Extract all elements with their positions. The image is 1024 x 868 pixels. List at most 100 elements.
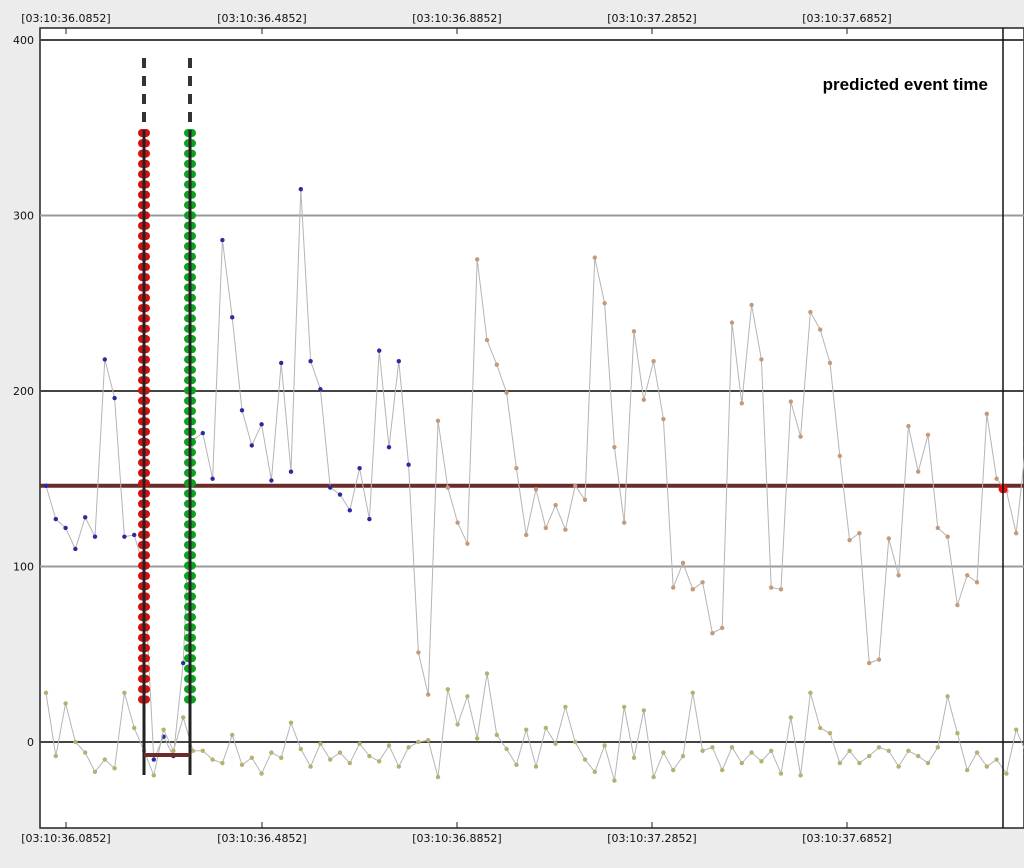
data-point [240,408,244,412]
data-point [779,771,783,775]
data-point [220,238,224,242]
x-tick-label-bottom: [03:10:37.2852] [607,832,696,845]
data-point [103,757,107,761]
data-point [250,756,254,760]
data-point [524,533,528,537]
data-point [387,445,391,449]
data-point [759,357,763,361]
data-point [534,764,538,768]
data-point [681,754,685,758]
data-point [700,580,704,584]
data-point [230,733,234,737]
data-point [201,431,205,435]
data-point [847,749,851,753]
data-point [642,708,646,712]
data-point [602,743,606,747]
data-point [867,754,871,758]
data-point [691,587,695,591]
data-point [44,484,48,488]
data-point [955,603,959,607]
data-point [651,775,655,779]
data-point [583,498,587,502]
data-point [112,766,116,770]
data-point [769,749,773,753]
data-point [563,705,567,709]
data-point [710,631,714,635]
data-point [994,757,998,761]
data-point [887,749,891,753]
data-point [749,303,753,307]
data-point [240,763,244,767]
data-point [181,715,185,719]
data-point [436,419,440,423]
data-point [622,705,626,709]
data-point [730,745,734,749]
data-point [152,757,156,761]
data-point [563,527,567,531]
data-point [808,691,812,695]
data-point [779,587,783,591]
data-point [475,736,479,740]
data-point [975,580,979,584]
data-point [220,761,224,765]
data-point [544,726,548,730]
data-point [426,692,430,696]
data-point [73,547,77,551]
data-point [436,775,440,779]
data-point [367,754,371,758]
x-tick-label-bottom: [03:10:36.4852] [217,832,306,845]
data-point [514,763,518,767]
data-point [994,477,998,481]
data-point [661,750,665,754]
data-point [798,773,802,777]
data-point [720,626,724,630]
data-point [544,526,548,530]
data-point [632,329,636,333]
data-point [112,396,116,400]
data-point [455,520,459,524]
data-point [916,470,920,474]
data-point [259,771,263,775]
data-point [553,742,557,746]
data-point [887,536,891,540]
data-point [838,454,842,458]
data-point [426,738,430,742]
data-point [926,433,930,437]
data-point [936,526,940,530]
data-point [279,756,283,760]
data-point [1014,728,1018,732]
data-point [691,691,695,695]
x-tick-label-bottom: [03:10:36.0852] [21,832,110,845]
data-point [416,650,420,654]
data-point [661,417,665,421]
data-point [681,561,685,565]
data-point [495,362,499,366]
data-point [593,770,597,774]
data-point [828,361,832,365]
data-point [612,778,616,782]
data-point [338,750,342,754]
data-point [945,694,949,698]
data-point [299,747,303,751]
data-point [348,508,352,512]
data-point [985,412,989,416]
data-point [740,401,744,405]
data-point [171,749,175,753]
data-point [1014,531,1018,535]
data-point [877,657,881,661]
data-point [357,742,361,746]
predicted-event-time-label: predicted event time [823,75,988,94]
data-point [63,701,67,705]
data-point [152,773,156,777]
data-point [504,391,508,395]
data-point [945,534,949,538]
data-point [867,661,871,665]
data-point [985,764,989,768]
data-point [348,761,352,765]
data-point [877,745,881,749]
data-point [485,671,489,675]
data-point [759,759,763,763]
data-point [377,759,381,763]
data-point [230,315,234,319]
